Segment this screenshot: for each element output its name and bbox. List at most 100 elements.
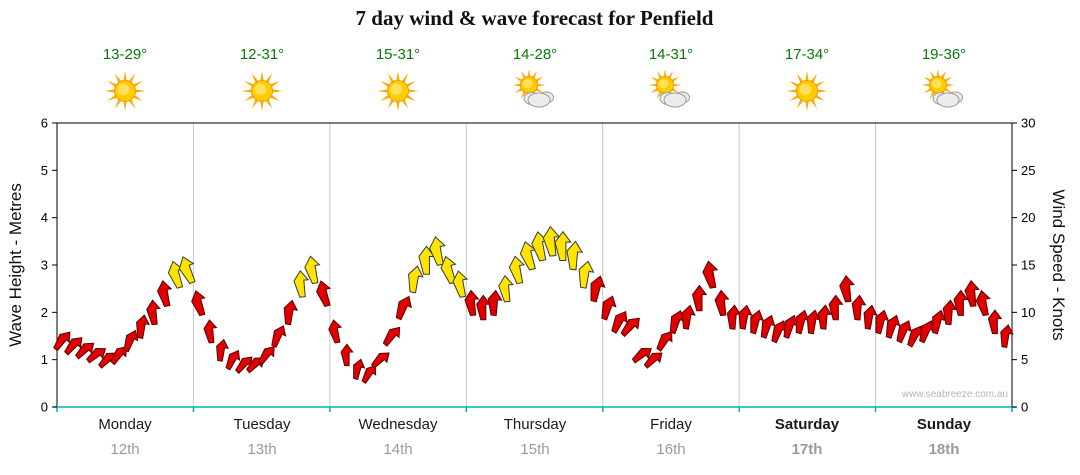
weather-icon-box	[647, 68, 695, 114]
sun-cloud-icon	[921, 68, 963, 108]
sun-ray	[402, 99, 409, 109]
wind-arrow	[176, 254, 199, 285]
sun-ray	[260, 70, 264, 81]
sun-ray	[266, 73, 273, 83]
wind-arrow-shape	[839, 275, 855, 302]
day-name-label: Thursday	[503, 416, 567, 433]
sun-ray	[786, 89, 797, 93]
wind-arrow-shape	[73, 339, 97, 362]
sun-cloud-icon	[512, 68, 554, 108]
tick-label-right: 10	[1021, 305, 1035, 320]
day-date-label: 14th	[383, 441, 413, 458]
wind-arrow-shape	[189, 289, 209, 317]
wind-arrow	[680, 304, 697, 330]
sun-ray	[945, 76, 953, 82]
wind-arrow-shape	[268, 323, 289, 349]
sun-ray	[789, 80, 799, 87]
wind-arrow	[747, 309, 765, 335]
wind-arrow	[314, 279, 334, 307]
sun-ray	[650, 88, 658, 94]
wind-arrow	[380, 323, 404, 348]
sun-icon	[104, 70, 146, 112]
wind-arrow	[293, 270, 310, 297]
day-date-label: 13th	[247, 441, 277, 458]
wind-arrow	[121, 328, 141, 353]
wind-arrow	[829, 295, 842, 319]
sun-ray	[796, 99, 803, 109]
wind-arrow-shape	[598, 294, 619, 322]
wind-arrow	[642, 349, 665, 371]
day-name-label: Monday	[98, 416, 152, 433]
wind-arrow	[701, 260, 720, 289]
tick-label-right: 20	[1021, 210, 1035, 225]
sun-icon	[241, 70, 283, 112]
weather-icon-box	[374, 70, 422, 114]
wind-arrow	[189, 289, 209, 317]
temp-label: 19-36°	[921, 46, 967, 63]
wind-arrow	[359, 363, 379, 386]
tick-label-left: 4	[41, 210, 48, 225]
wind-arrow-shape	[642, 349, 665, 371]
wind-arrow-shape	[464, 290, 480, 316]
wind-arrow	[817, 305, 832, 330]
wind-arrow	[51, 328, 75, 353]
sun-ray	[656, 70, 662, 78]
wind-arrow-shape	[964, 280, 980, 307]
sun-highlight	[523, 79, 533, 89]
sun-ray	[123, 101, 127, 112]
wind-arrow	[256, 343, 279, 367]
day-name-label: Saturday	[774, 416, 840, 433]
sun-ray	[133, 80, 143, 87]
wind-arrow	[954, 290, 968, 315]
wind-arrow-shape	[121, 328, 141, 353]
tick-label-left: 5	[41, 163, 48, 178]
wind-arrow-shape	[975, 289, 993, 316]
sun-ray	[921, 83, 930, 87]
sun-ray	[114, 73, 121, 83]
wind-arrow	[281, 299, 298, 325]
wind-arrow	[156, 280, 174, 308]
wind-arrow-shape	[85, 344, 109, 366]
day-name-label: Friday	[650, 416, 692, 433]
page-title: 7 day wind & wave forecast for Penfield	[355, 6, 714, 30]
sun-ray	[266, 99, 273, 109]
sun-ray	[241, 89, 252, 93]
wind-arrow	[964, 280, 980, 307]
wind-arrow-shape	[341, 344, 353, 365]
wind-arrow-shape	[203, 319, 217, 343]
sun-ray	[107, 95, 117, 102]
sun-ray	[656, 92, 662, 100]
wind-arrow	[851, 295, 866, 320]
wind-arrow-shape	[618, 314, 643, 339]
wind-arrow-shape	[498, 275, 514, 302]
day-name-label: Tuesday	[233, 416, 291, 433]
sun-ray	[408, 89, 419, 93]
wind-arrow-shape	[369, 349, 392, 371]
wind-arrow-shape	[988, 310, 1001, 334]
sun-highlight	[799, 83, 812, 96]
day-date-label: 17th	[791, 441, 823, 458]
sun-highlight	[117, 83, 130, 96]
sun-ray	[817, 89, 828, 93]
wind-arrow	[146, 300, 161, 325]
sun-ray	[129, 99, 136, 109]
wind-arrow-shape	[303, 255, 322, 284]
wind-arrow	[618, 314, 643, 339]
sun-ray	[129, 73, 136, 83]
sun-ray	[244, 95, 254, 102]
wind-arrow-shape	[380, 323, 404, 348]
temp-label: 14-31°	[648, 46, 694, 63]
cloud-puff	[527, 92, 551, 108]
sun-ray	[946, 83, 955, 87]
sun-ray	[135, 89, 146, 93]
temp-label: 12-31°	[239, 46, 285, 63]
sun-ray	[929, 70, 935, 78]
tick-label-left: 6	[41, 116, 48, 131]
wind-arrow-shape	[587, 274, 607, 303]
sun-ray	[123, 70, 127, 81]
tick-label-left: 0	[41, 400, 48, 415]
wind-arrow	[268, 323, 289, 349]
sun-ray	[923, 76, 931, 82]
